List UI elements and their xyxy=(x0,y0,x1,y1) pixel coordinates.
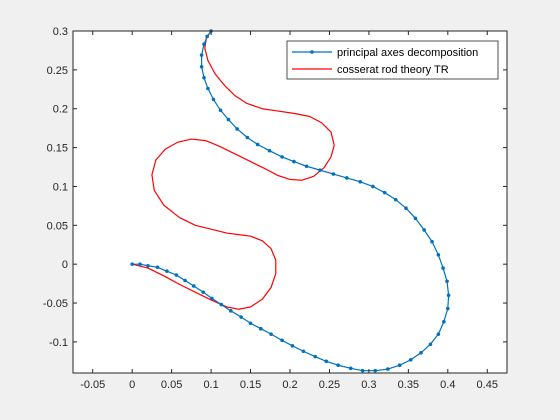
data-point xyxy=(422,228,426,232)
data-point xyxy=(280,155,284,159)
x-tick-label: 0.25 xyxy=(319,379,340,391)
data-point xyxy=(219,302,224,307)
data-point xyxy=(239,315,243,319)
x-tick-label: 0.45 xyxy=(477,379,498,391)
data-point xyxy=(199,64,204,69)
data-point xyxy=(165,269,169,273)
data-point xyxy=(301,349,306,354)
data-point xyxy=(183,278,187,283)
data-point xyxy=(430,239,434,244)
x-tick-label: 0.05 xyxy=(161,379,182,391)
data-point xyxy=(331,172,336,176)
data-point xyxy=(324,359,329,364)
data-point xyxy=(155,265,160,270)
x-tick-label: 0 xyxy=(129,379,135,391)
data-point xyxy=(269,332,273,336)
data-point xyxy=(382,190,387,195)
x-tick-label: 0.35 xyxy=(398,379,419,391)
y-tick-label: 0 xyxy=(62,259,68,271)
data-point xyxy=(205,34,209,39)
legend-label-cosserat: cosserat rod theory TR xyxy=(337,64,449,76)
data-point xyxy=(202,42,206,47)
data-point xyxy=(371,184,375,189)
ticks-layer: -0.05 0 0.05 0.1 0.15 0.2 0.25 0.3 0.35 0.4 0.45 -0… xyxy=(43,26,507,391)
data-point xyxy=(318,168,322,172)
data-point xyxy=(292,159,296,164)
data-point xyxy=(259,326,263,331)
data-point xyxy=(446,293,451,298)
data-point xyxy=(336,363,340,368)
y-tick-label: 0.3 xyxy=(53,26,68,38)
data-point xyxy=(211,97,216,102)
data-point xyxy=(419,350,423,355)
data-point xyxy=(210,296,214,301)
data-point xyxy=(130,262,134,266)
data-point xyxy=(290,344,295,348)
data-point xyxy=(373,368,378,373)
series-layer xyxy=(130,29,451,373)
y-tick-label: 0.15 xyxy=(47,143,68,155)
data-point xyxy=(441,266,445,270)
x-tick-label: 0.1 xyxy=(203,379,218,391)
data-point xyxy=(428,342,433,347)
data-point xyxy=(146,263,150,268)
data-point xyxy=(386,367,390,371)
legend: principal axes decomposition cosserat ro… xyxy=(286,40,499,80)
data-point xyxy=(280,338,284,343)
data-point xyxy=(436,253,441,257)
data-point xyxy=(174,273,179,277)
plot-area xyxy=(73,31,507,373)
data-point xyxy=(442,319,446,324)
data-point xyxy=(313,354,318,359)
data-point xyxy=(138,262,142,266)
data-point xyxy=(248,321,253,326)
data-point xyxy=(199,53,204,57)
data-point xyxy=(191,284,196,288)
x-tick-label: -0.05 xyxy=(80,379,105,391)
data-point xyxy=(345,176,349,180)
data-point xyxy=(235,127,239,131)
series-line-cosserat xyxy=(132,30,335,310)
data-point xyxy=(304,164,309,169)
data-point xyxy=(404,206,408,211)
data-point xyxy=(358,179,363,184)
data-point xyxy=(202,75,206,80)
data-point xyxy=(229,309,233,313)
data-point xyxy=(267,148,272,153)
data-point xyxy=(226,117,231,122)
y-tick-label: -0.1 xyxy=(49,337,68,349)
data-point xyxy=(436,332,441,336)
data-point xyxy=(206,86,210,91)
x-tick-label: 0.3 xyxy=(361,379,376,391)
legend-label-principal: principal axes decomposition xyxy=(337,47,478,59)
x-tick-label: 0.4 xyxy=(440,379,455,391)
data-point xyxy=(445,279,449,284)
data-point xyxy=(255,142,260,147)
data-point xyxy=(446,306,450,311)
data-point xyxy=(413,216,418,221)
y-tick-label: -0.05 xyxy=(43,298,68,310)
data-point xyxy=(201,290,205,294)
y-tick-label: 0.1 xyxy=(53,181,68,193)
y-tick-label: 0.2 xyxy=(53,104,68,116)
y-tick-label: 0.25 xyxy=(47,65,68,77)
legend-box xyxy=(286,40,499,80)
data-point xyxy=(245,135,250,140)
data-point xyxy=(393,197,398,202)
x-tick-label: 0.15 xyxy=(240,379,261,391)
data-point xyxy=(397,363,402,368)
data-point xyxy=(348,366,353,371)
data-point xyxy=(360,368,365,373)
y-tick-label: 0.05 xyxy=(47,220,68,232)
x-tick-label: 0.2 xyxy=(282,379,297,391)
legend-marker-principal xyxy=(310,50,314,54)
data-point xyxy=(408,357,413,362)
data-point xyxy=(218,108,223,113)
